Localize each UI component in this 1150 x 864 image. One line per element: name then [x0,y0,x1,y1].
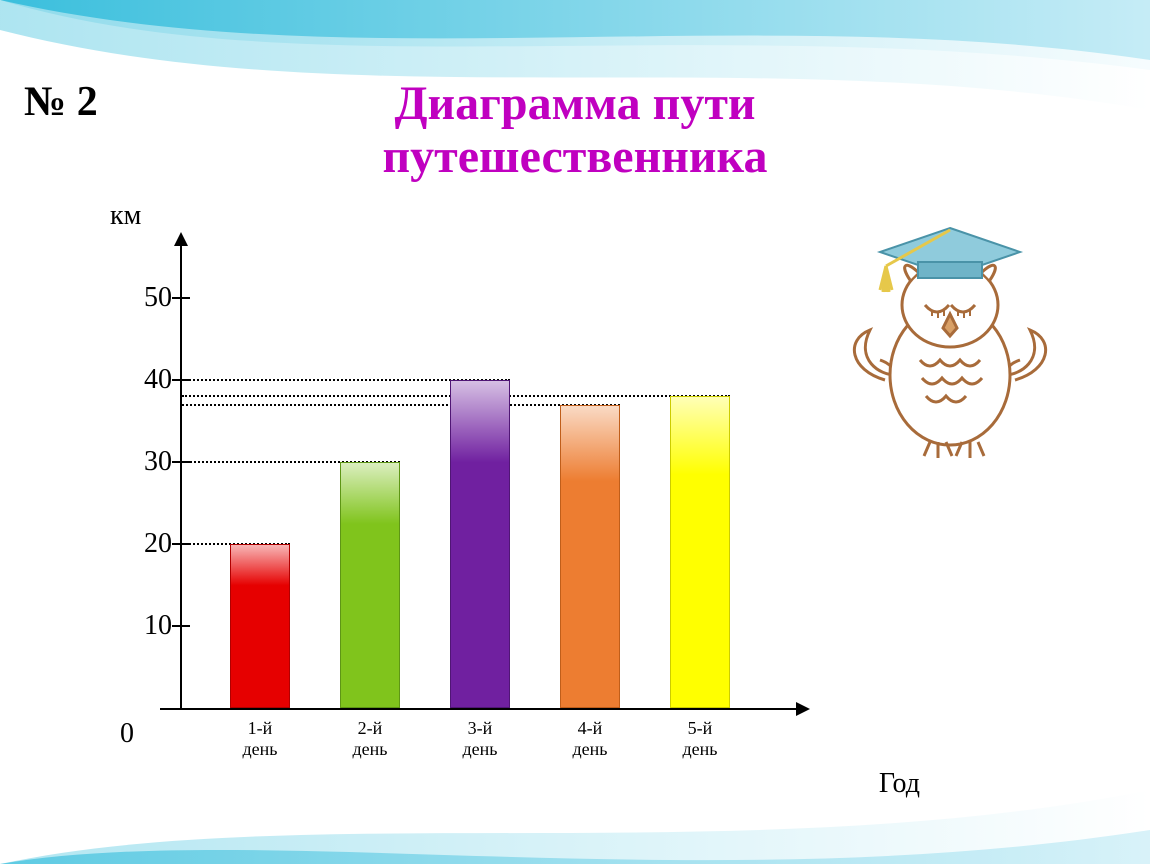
y-axis-arrow-icon [174,232,188,246]
y-tick-label: 30 [112,446,172,478]
title-line1: Диаграмма пути [394,77,755,130]
owl-graduate-icon [840,210,1060,470]
bar [560,405,620,708]
y-axis-title: км [110,200,141,232]
y-tick-label: 20 [112,528,172,560]
guide-line [182,404,620,406]
title-line2: путешественника [383,130,768,183]
bar-chart: 0 10203040501-йдень2-йдень3-йдень4-йдень… [160,240,820,740]
x-axis-arrow-icon [796,702,810,716]
bar [450,380,510,708]
y-tick-label: 40 [112,364,172,396]
x-axis-title: Год [879,768,920,800]
x-category-label: 3-йдень [440,718,520,759]
bar [230,544,290,708]
x-category-label: 1-йдень [220,718,300,759]
plot-area: 0 10203040501-йдень2-йдень3-йдень4-йдень… [160,240,820,740]
bar [670,396,730,708]
y-tick [172,625,190,627]
bar [340,462,400,708]
origin-label: 0 [120,718,134,750]
chart-title: Диаграмма пути путешественника [0,78,1150,184]
x-category-label: 4-йдень [550,718,630,759]
x-category-label: 2-йдень [330,718,410,759]
x-axis-line [160,708,800,710]
y-tick-label: 50 [112,282,172,314]
x-category-label: 5-йдень [660,718,740,759]
y-tick-label: 10 [112,610,172,642]
y-axis-line [180,240,182,710]
y-tick [172,297,190,299]
